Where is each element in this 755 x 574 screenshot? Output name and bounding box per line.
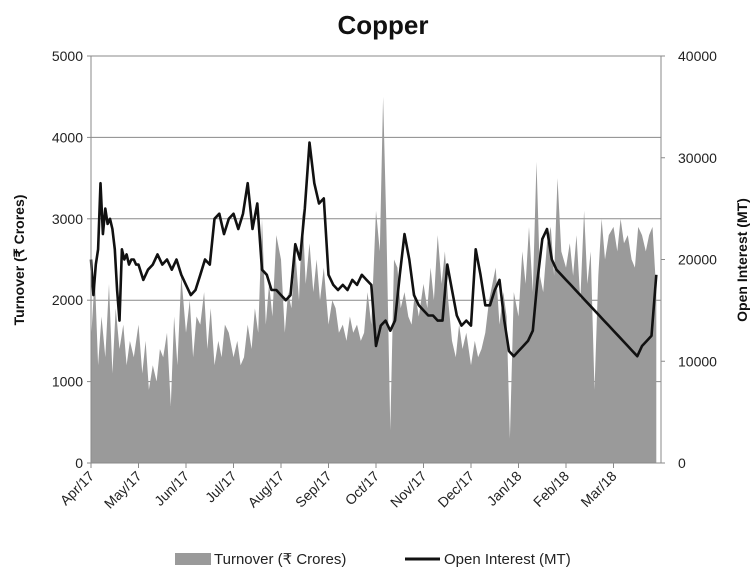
x-tick-label: Feb/18 [530,468,572,510]
x-axis-ticks: Apr/17 May/17 Jun/17 Jul/17 Aug/17 Sep/17 Oct/… [57,463,620,512]
x-tick-label: Jan/18 [484,468,525,509]
x-tick-label: Mar/18 [577,468,619,510]
x-tick-label: Dec/17 [434,468,477,511]
x-tick-label: Sep/17 [292,468,335,511]
right-tick-label: 10000 [678,353,717,369]
x-tick-label: May/17 [101,468,145,512]
left-tick-label: 5000 [52,48,83,64]
left-tick-label: 2000 [52,292,83,308]
chart-title: Copper [338,10,429,40]
legend-turnover-swatch [175,553,211,565]
x-tick-label: Jul/17 [202,468,240,506]
left-tick-label: 4000 [52,129,83,145]
right-tick-label: 30000 [678,150,717,166]
left-tick-label: 0 [75,455,83,471]
open-interest-line-layer [89,141,658,358]
left-axis-title: Turnover (₹ Crores) [11,195,27,326]
open-interest-line [89,141,658,358]
turnover-area-layer [91,96,657,463]
left-tick-label: 1000 [52,374,83,390]
right-axis-ticks: 0 10000 20000 30000 40000 [661,48,717,471]
legend-turnover-label: Turnover (₹ Crores) [214,551,346,568]
turnover-area [91,96,657,463]
legend: Turnover (₹ Crores) Open Interest (MT) [175,551,571,568]
x-tick-label: Aug/17 [244,468,287,511]
x-tick-label: Apr/17 [57,468,98,509]
right-tick-label: 20000 [678,252,717,268]
legend-open-interest-label: Open Interest (MT) [444,551,571,568]
x-tick-label: Oct/17 [342,468,383,509]
right-tick-label: 0 [678,455,686,471]
x-tick-label: Nov/17 [387,468,430,511]
left-axis-ticks: 0 1000 2000 3000 4000 5000 [52,48,91,471]
right-tick-label: 40000 [678,48,717,64]
x-tick-label: Jun/17 [151,468,192,509]
right-axis-title: Open Interest (MT) [734,198,750,322]
left-tick-label: 3000 [52,211,83,227]
